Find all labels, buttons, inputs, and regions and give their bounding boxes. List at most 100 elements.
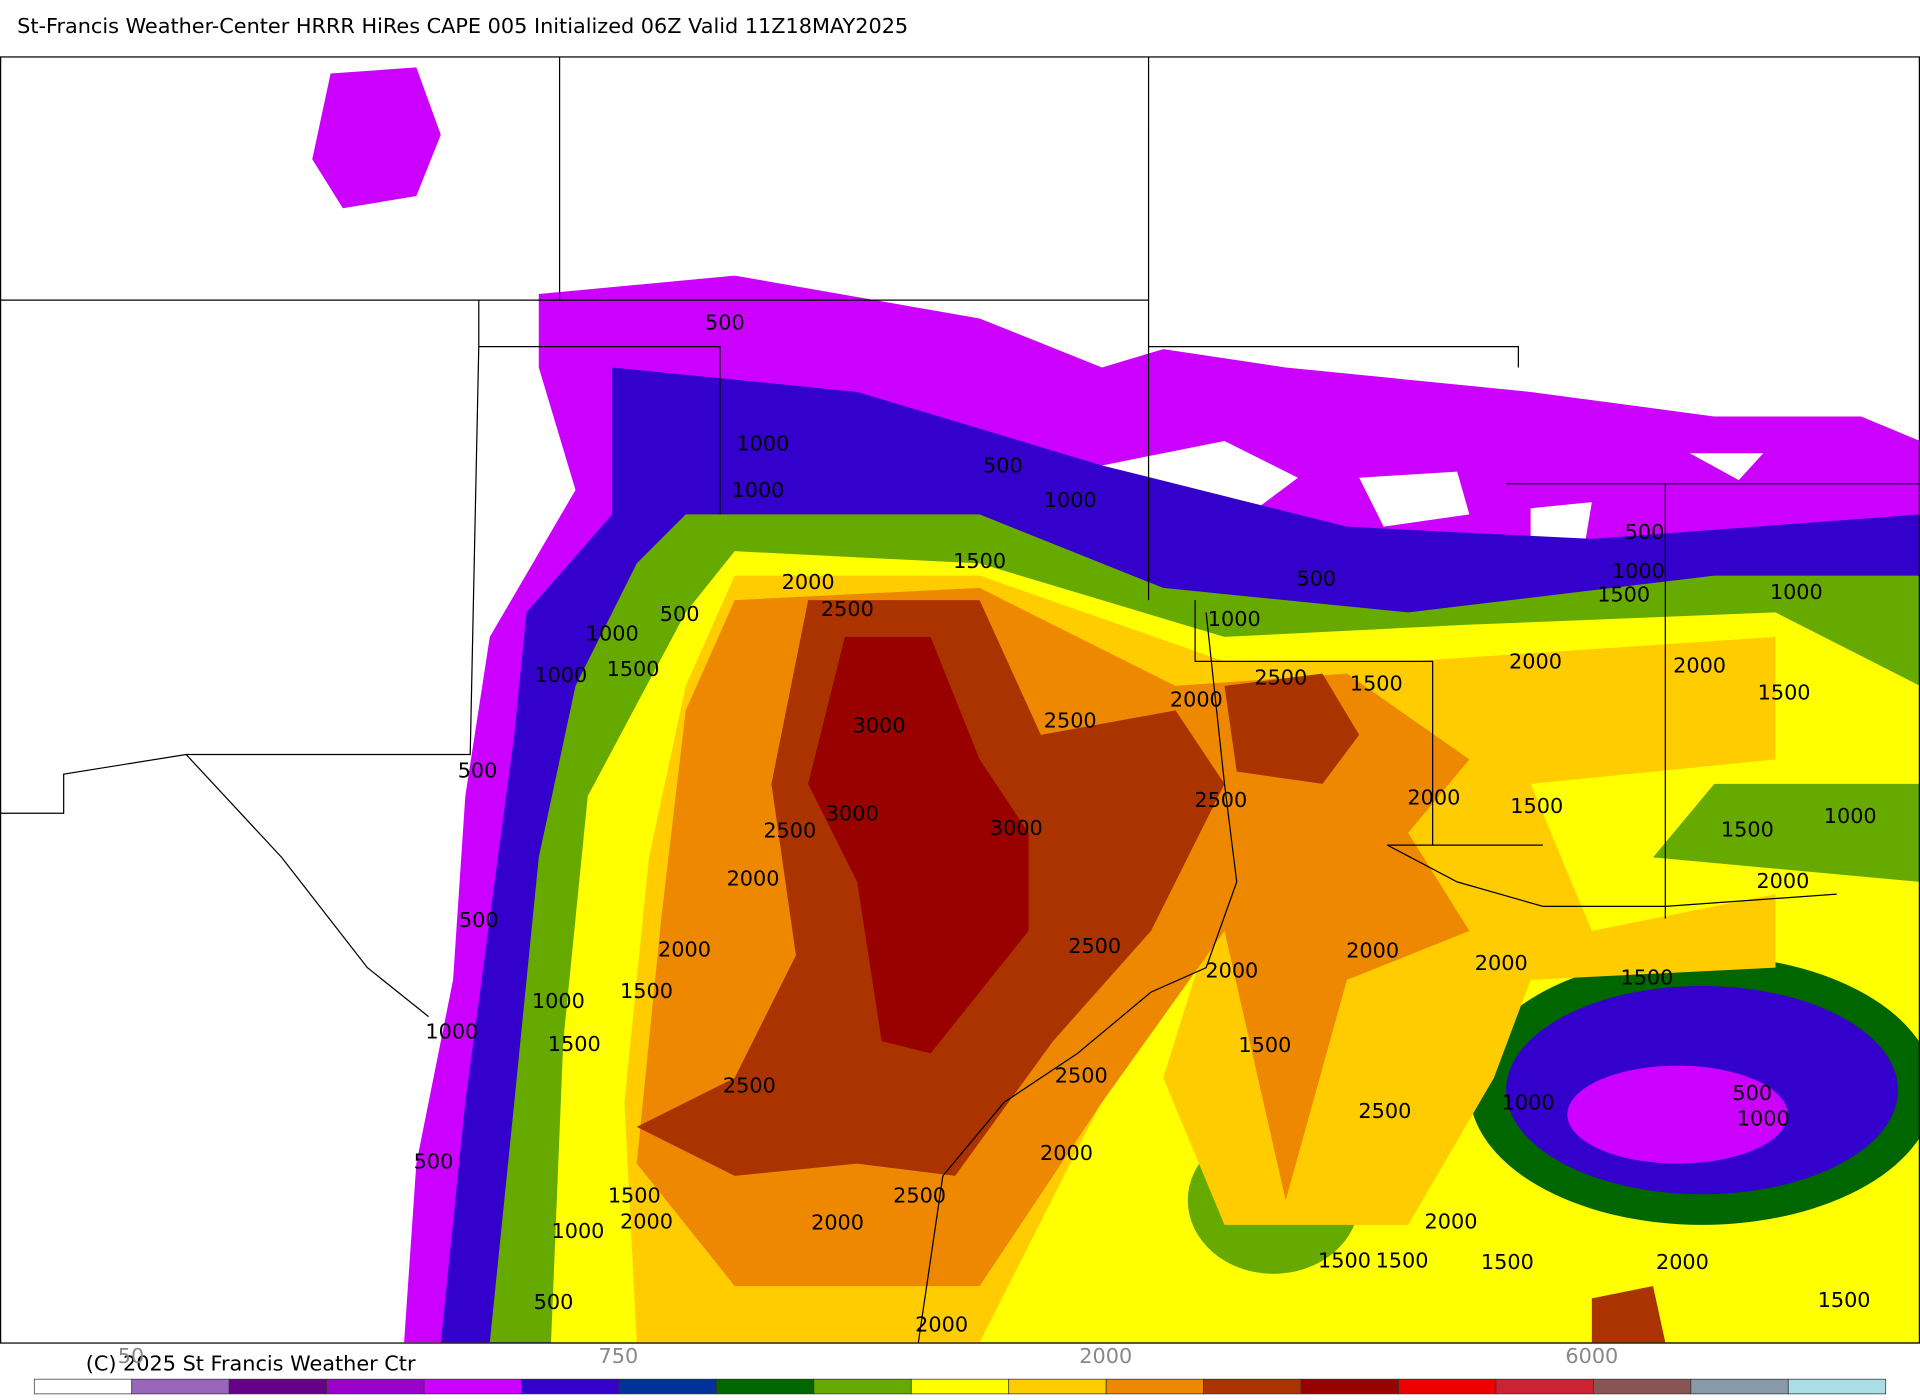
contour-label: 2000 [811,1211,864,1235]
contour-label: 500 [458,759,498,783]
contour-label: 2000 [620,1209,673,1233]
boundaries [0,56,1920,1343]
colorbar-swatch [228,1378,327,1395]
contour-label: 1000 [1770,580,1823,604]
contour-label: 2000 [1656,1250,1709,1274]
contour-label: 1000 [731,478,784,502]
contour-label: 500 [705,310,745,334]
colorbar-swatch [1300,1378,1399,1395]
contour-label: 500 [1625,520,1665,544]
contour-label: 2000 [1346,939,1399,963]
contour-label: 2000 [1170,688,1223,712]
contour-label: 500 [534,1290,574,1314]
map-frame [0,56,1920,1344]
contour-label: 500 [414,1149,454,1173]
colorbar-swatch [910,1378,1010,1395]
contour-label: 2500 [1055,1064,1108,1088]
contour-label: 2000 [782,570,835,594]
contour-label: 3000 [853,713,906,737]
copyright: (C) 2025 St Francis Weather Ctr [86,1351,416,1375]
contour-label: 500 [1732,1081,1772,1105]
contour-label: 1500 [548,1032,601,1056]
contour-label: 1000 [551,1219,604,1243]
contour-label: 1000 [736,432,789,456]
contour-label: 2000 [1475,951,1528,975]
contour-label: 2000 [1040,1141,1093,1165]
contour-label: 1500 [1818,1288,1871,1312]
colorbar-swatch [521,1378,620,1395]
contour-label: 1500 [1238,1033,1291,1057]
contour-label: 2500 [1044,708,1097,732]
colorbar-swatch [1008,1378,1107,1395]
colorbar-swatch [1398,1378,1497,1395]
contour-label: 1500 [1597,582,1650,606]
contour-label: 3000 [826,802,879,826]
contour-label: 1000 [1737,1107,1790,1131]
contour-label: 1000 [1044,488,1097,512]
contour-label: 1000 [425,1020,478,1044]
contour-label: 1000 [532,989,585,1013]
contour-label: 2500 [1068,934,1121,958]
contour-label: 500 [660,602,700,626]
colorbar-swatch [716,1378,815,1395]
contour-label: 2500 [1254,666,1307,690]
colorbar-label: 50 [118,1344,144,1368]
contour-label: 500 [983,454,1023,478]
contour-label: 2500 [763,819,816,843]
contour-labels: 5001000100050010001500200025005001000150… [414,310,1877,1336]
contour-label: 2000 [727,866,780,890]
contour-label: 1000 [586,621,639,645]
colorbar: 50 750 2000 6000 [33,1344,1887,1395]
contour-label: 1500 [1318,1249,1371,1273]
colorbar-label: 6000 [1565,1344,1618,1368]
contour-label: 1500 [1481,1250,1534,1274]
colorbar-swatch [1105,1378,1204,1395]
contour-label: 2000 [1756,869,1809,893]
contour-label: 3000 [990,816,1043,840]
colorbar-swatch [813,1378,912,1395]
contour-label: 2500 [1358,1099,1411,1123]
contour-label: 2000 [1425,1209,1478,1233]
contour-label: 1000 [1208,607,1261,631]
colorbar-swatch [1593,1378,1692,1395]
contour-label: 1500 [1510,794,1563,818]
contour-label: 2000 [915,1312,968,1336]
contour-label: 1500 [608,1184,661,1208]
contour-label: 2000 [1509,650,1562,674]
contour-label: 2000 [1673,653,1726,677]
title: St-Francis Weather-Center HRRR HiRes CAP… [17,14,908,38]
contour-label: 1000 [1612,559,1665,583]
contour-label: 2500 [893,1184,946,1208]
colorbar-swatch [423,1378,522,1395]
contour-label: 500 [1296,566,1336,590]
cape-field [0,56,1920,1343]
contour-label: 1500 [1721,817,1774,841]
contour-label: 1500 [953,549,1006,573]
colorbar-swatch [1690,1378,1789,1395]
contour-label: 1500 [607,657,660,681]
contour-label: 1500 [1620,966,1673,990]
colorbar-swatch [1203,1378,1302,1395]
colorbar-swatch [326,1378,425,1395]
contour-label: 1500 [1758,680,1811,704]
contour-label: 1000 [534,663,587,687]
contour-label: 2000 [658,937,711,961]
contour-label: 1000 [1502,1091,1555,1115]
colorbar-swatch [618,1378,717,1395]
colorbar-swatch [131,1378,230,1395]
colorbar-swatch [33,1378,133,1395]
colorbar-label: 2000 [1079,1344,1132,1368]
contour-label: 2500 [821,597,874,621]
contour-label: 2000 [1205,958,1258,982]
contour-label: 2000 [1407,786,1460,810]
contour-label: 1500 [1350,672,1403,696]
contour-label: 1000 [1824,804,1877,828]
contour-label: 2500 [1194,788,1247,812]
colorbar-label: 750 [599,1344,639,1368]
contour-label: 2500 [723,1073,776,1097]
contour-label: 1500 [620,979,673,1003]
colorbar-swatch [1787,1378,1887,1395]
contour-label: 500 [459,908,499,932]
